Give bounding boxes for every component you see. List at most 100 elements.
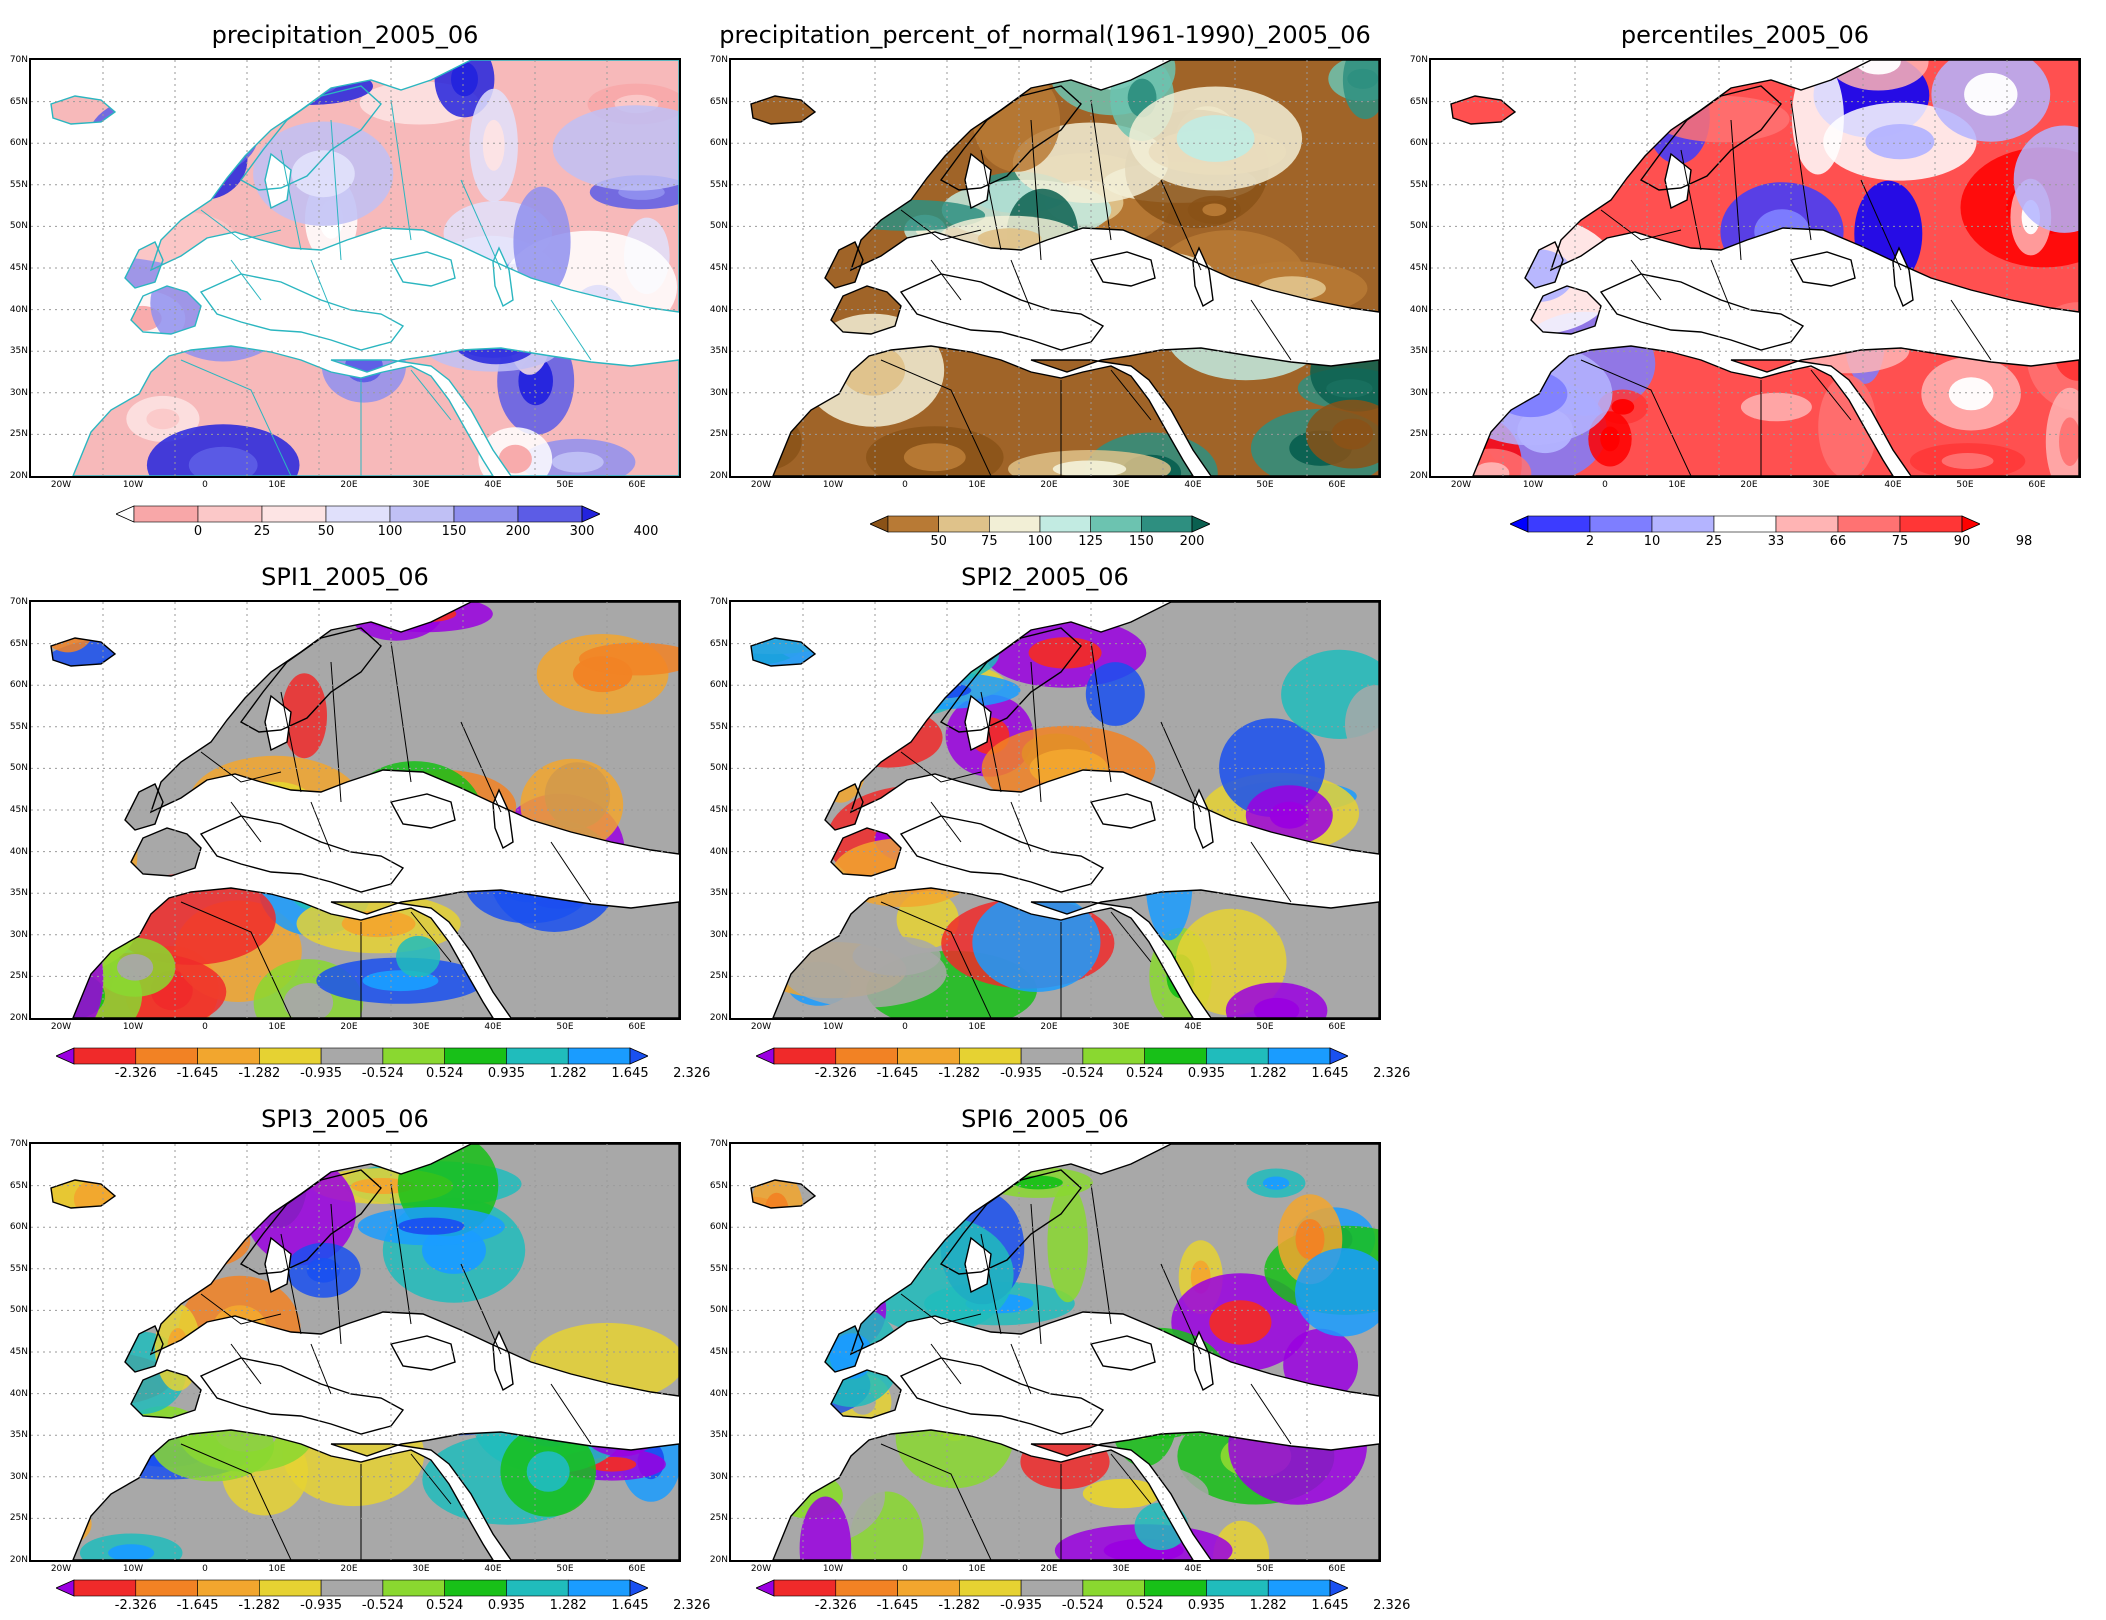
coastline	[939, 627, 1082, 733]
colorbar-segment	[517, 505, 583, 523]
spi3-map-field	[31, 1144, 679, 1560]
colorbar-label: 1.282	[549, 1598, 587, 1613]
field-blob-core	[108, 1544, 155, 1560]
coastline	[389, 793, 456, 829]
map-area	[729, 1142, 1381, 1562]
lat-tick-label: 30N	[9, 929, 28, 940]
colorbar-label: 200	[1179, 534, 1205, 549]
coastline	[72, 1429, 494, 1560]
lon-tick-label: 10E	[968, 480, 986, 490]
lon-tick-label: 10E	[1668, 480, 1686, 490]
map-title: precipitation_percent_of_normal(1961-199…	[719, 21, 1371, 49]
colorbar-label: 150	[441, 524, 467, 539]
lat-tick-label: 50N	[709, 1305, 728, 1316]
colorbar-label: -0.935	[300, 1066, 343, 1081]
colorbar-segment	[1775, 515, 1839, 533]
lon-tick-label: 40E	[484, 1564, 502, 1574]
lon-tick-label: 0	[1602, 480, 1608, 490]
colorbar-segment	[1020, 1579, 1084, 1597]
map-title: SPI1_2005_06	[261, 563, 429, 591]
colorbar-label: 0.935	[1187, 1066, 1226, 1081]
coastline	[1089, 251, 1156, 287]
coastline	[1192, 1330, 1214, 1392]
field-blob-core	[1052, 460, 1127, 476]
lon-tick-label: 50E	[1256, 1564, 1274, 1574]
lon-tick-label: 20W	[750, 1564, 772, 1574]
lat-tick-label: 60N	[9, 1222, 28, 1233]
field-blob-core	[306, 1258, 341, 1283]
inland-sea	[1791, 252, 1855, 286]
lat-tick-label: 45N	[1409, 263, 1428, 273]
lon-tick-label: 10E	[268, 1564, 286, 1574]
border-line	[1810, 369, 1852, 421]
inland-sea	[1091, 794, 1155, 828]
colorbar-extend-high	[629, 1047, 648, 1065]
coastline	[1089, 793, 1156, 829]
colorbar-segment	[1144, 1579, 1207, 1597]
coastline	[50, 1179, 117, 1209]
inland-sea	[201, 816, 403, 892]
lat-tick-label: 25N	[709, 429, 728, 440]
map-panel-spi3: SPI3_2005_06 70N 65N 60N 55N 50N 45N 40N 35N 30N…	[0, 1096, 711, 1620]
field-blob-core	[1611, 399, 1635, 415]
colorbar-label: 25	[253, 524, 271, 539]
colorbar-extend-low	[756, 1579, 775, 1597]
border-line	[1110, 369, 1152, 421]
colorbar-segment	[320, 1047, 384, 1065]
border-line	[460, 1263, 502, 1355]
coastline	[1789, 251, 1856, 287]
colorbar-label: -1.645	[176, 1066, 219, 1081]
lat-tick-label: 20N	[9, 471, 28, 481]
lat-tick-label: 55N	[1409, 179, 1428, 190]
lon-tick-label: 40E	[1184, 1022, 1202, 1032]
field-blob-core	[498, 444, 532, 474]
lon-tick-label: 50E	[556, 1564, 574, 1574]
coastline	[824, 241, 864, 289]
colorbar-label: -0.524	[1061, 1598, 1104, 1613]
lat-tick-label: 35N	[9, 888, 28, 899]
field-blob-core	[146, 408, 180, 430]
colorbar-extend-high	[1961, 515, 1980, 533]
lon-tick-label: 20W	[50, 1564, 72, 1574]
inland-sea	[391, 794, 455, 828]
lat-tick-label: 50N	[9, 763, 28, 774]
lat-tick-label: 20N	[9, 1013, 28, 1023]
map-panel-spi1: SPI1_2005_06 70N 65N 60N 55N 50N 45N 40N 35N 30N…	[0, 554, 711, 1084]
colorbar-label: -2.326	[814, 1598, 857, 1613]
lat-tick-label: 45N	[9, 263, 28, 273]
coastline	[72, 345, 494, 476]
border-line	[280, 149, 302, 251]
border-line	[1110, 911, 1152, 963]
field-blob-core	[1865, 124, 1935, 160]
lon-tick-label: 0	[202, 480, 208, 490]
field-blob-core	[1209, 1300, 1272, 1345]
colorbar-segment	[1589, 515, 1653, 533]
border-line	[1250, 299, 1292, 361]
colorbar-segment	[382, 1579, 445, 1597]
field-blob	[1295, 1248, 1379, 1337]
border-line	[390, 99, 412, 241]
coastline	[149, 60, 679, 313]
field-blob-core	[1473, 462, 1510, 476]
colorbar-extend-high	[1191, 515, 1210, 533]
lon-tick-label: 10W	[822, 1564, 844, 1574]
map-panel-percent-of-normal: precipitation_percent_of_normal(1961-199…	[700, 12, 1390, 549]
colorbar-graphic	[1510, 515, 1980, 533]
border-line	[460, 721, 502, 813]
inland-sea	[1091, 1336, 1155, 1370]
field-blob-core	[398, 1217, 465, 1235]
field-blob-core	[1331, 418, 1374, 450]
coastline	[124, 783, 164, 831]
colorbar-extend-low	[1510, 515, 1529, 533]
lon-tick-label: 20W	[750, 480, 772, 490]
field-blob-core	[1295, 1219, 1325, 1260]
lat-tick-label: 25N	[709, 971, 728, 982]
inland-sea	[901, 816, 1103, 892]
border-line	[1790, 99, 1812, 241]
colorbar-label: 400	[633, 524, 659, 539]
lat-tick-label: 70N	[9, 55, 28, 65]
coastline	[824, 1325, 864, 1373]
lat-tick-label: 30N	[9, 1471, 28, 1482]
field-blob-core	[482, 119, 505, 171]
colorbar-segment	[567, 1579, 631, 1597]
